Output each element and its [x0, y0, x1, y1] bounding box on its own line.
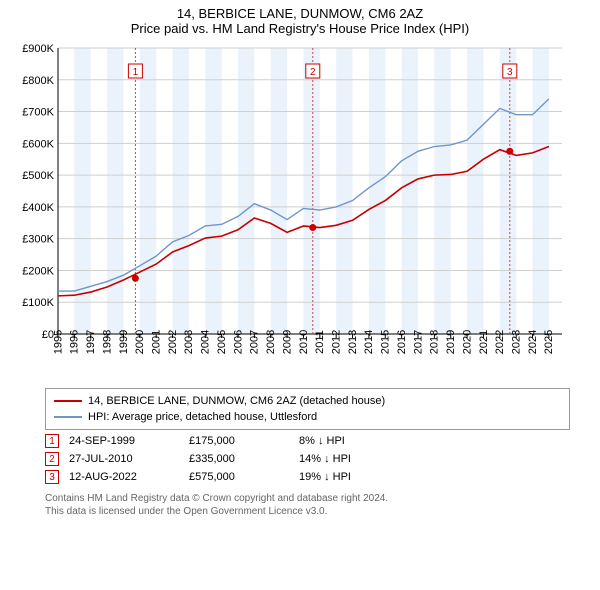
svg-text:£500K: £500K — [22, 170, 54, 182]
svg-text:1999: 1999 — [118, 330, 130, 354]
svg-text:£300K: £300K — [22, 234, 54, 246]
legend-item: 14, BERBICE LANE, DUNMOW, CM6 2AZ (detac… — [54, 393, 561, 409]
svg-text:1: 1 — [133, 67, 139, 78]
svg-text:1998: 1998 — [101, 330, 113, 354]
svg-text:1997: 1997 — [85, 330, 97, 354]
sale-diff: 19% ↓ HPI — [299, 471, 570, 483]
svg-text:2008: 2008 — [265, 330, 277, 354]
svg-text:2003: 2003 — [183, 330, 195, 354]
sale-diff: 8% ↓ HPI — [299, 435, 570, 447]
legend: 14, BERBICE LANE, DUNMOW, CM6 2AZ (detac… — [45, 388, 570, 430]
svg-text:2: 2 — [310, 67, 316, 78]
svg-text:2004: 2004 — [200, 330, 212, 354]
svg-text:£900K: £900K — [22, 43, 54, 55]
svg-text:2016: 2016 — [396, 330, 408, 354]
sale-date: 12-AUG-2022 — [69, 471, 179, 483]
svg-text:2014: 2014 — [363, 330, 375, 354]
sale-price: £575,000 — [189, 471, 289, 483]
svg-text:£400K: £400K — [22, 202, 54, 214]
chart-container: £0£100K£200K£300K£400K£500K£600K£700K£80… — [10, 42, 590, 382]
price-chart: £0£100K£200K£300K£400K£500K£600K£700K£80… — [10, 42, 570, 382]
svg-text:2006: 2006 — [232, 330, 244, 354]
sale-date: 24-SEP-1999 — [69, 435, 179, 447]
sale-row: 1 24-SEP-1999 £175,000 8% ↓ HPI — [45, 434, 570, 448]
legend-swatch — [54, 416, 82, 418]
footer-line: Contains HM Land Registry data © Crown c… — [45, 492, 570, 505]
sale-marker: 1 — [45, 434, 59, 448]
legend-label: 14, BERBICE LANE, DUNMOW, CM6 2AZ (detac… — [88, 393, 385, 409]
svg-text:2019: 2019 — [445, 330, 457, 354]
svg-text:2020: 2020 — [461, 330, 473, 354]
svg-text:2015: 2015 — [380, 330, 392, 354]
svg-text:2012: 2012 — [330, 330, 342, 354]
svg-text:£600K: £600K — [22, 138, 54, 150]
svg-text:2009: 2009 — [281, 330, 293, 354]
sales-list: 1 24-SEP-1999 £175,000 8% ↓ HPI 2 27-JUL-2010… — [10, 434, 590, 484]
svg-text:2013: 2013 — [347, 330, 359, 354]
sale-marker: 2 — [45, 452, 59, 466]
legend-swatch — [54, 400, 82, 402]
sale-row: 3 12-AUG-2022 £575,000 19% ↓ HPI — [45, 470, 570, 484]
svg-text:2010: 2010 — [298, 330, 310, 354]
svg-text:2018: 2018 — [429, 330, 441, 354]
sale-price: £335,000 — [189, 453, 289, 465]
sale-row: 2 27-JUL-2010 £335,000 14% ↓ HPI — [45, 452, 570, 466]
footer-line: This data is licensed under the Open Gov… — [45, 505, 570, 518]
svg-text:£200K: £200K — [22, 265, 54, 277]
svg-text:2024: 2024 — [527, 330, 539, 354]
page-title: 14, BERBICE LANE, DUNMOW, CM6 2AZ — [10, 6, 590, 21]
svg-text:£800K: £800K — [22, 75, 54, 87]
svg-text:2023: 2023 — [510, 330, 522, 354]
svg-text:2001: 2001 — [150, 330, 162, 354]
svg-text:£100K: £100K — [22, 297, 54, 309]
sale-price: £175,000 — [189, 435, 289, 447]
svg-text:2021: 2021 — [478, 330, 490, 354]
svg-text:2005: 2005 — [216, 330, 228, 354]
sale-marker: 3 — [45, 470, 59, 484]
legend-label: HPI: Average price, detached house, Uttl… — [88, 409, 317, 425]
sale-diff: 14% ↓ HPI — [299, 453, 570, 465]
sale-date: 27-JUL-2010 — [69, 453, 179, 465]
svg-text:2007: 2007 — [249, 330, 261, 354]
footer-attribution: Contains HM Land Registry data © Crown c… — [45, 492, 570, 518]
svg-text:3: 3 — [507, 67, 513, 78]
svg-text:2000: 2000 — [134, 330, 146, 354]
svg-text:2017: 2017 — [412, 330, 424, 354]
legend-item: HPI: Average price, detached house, Uttl… — [54, 409, 561, 425]
svg-text:£700K: £700K — [22, 107, 54, 119]
svg-text:2025: 2025 — [543, 330, 555, 354]
page-subtitle: Price paid vs. HM Land Registry's House … — [10, 21, 590, 36]
svg-text:1996: 1996 — [69, 330, 81, 354]
svg-text:2002: 2002 — [167, 330, 179, 354]
svg-text:2022: 2022 — [494, 330, 506, 354]
